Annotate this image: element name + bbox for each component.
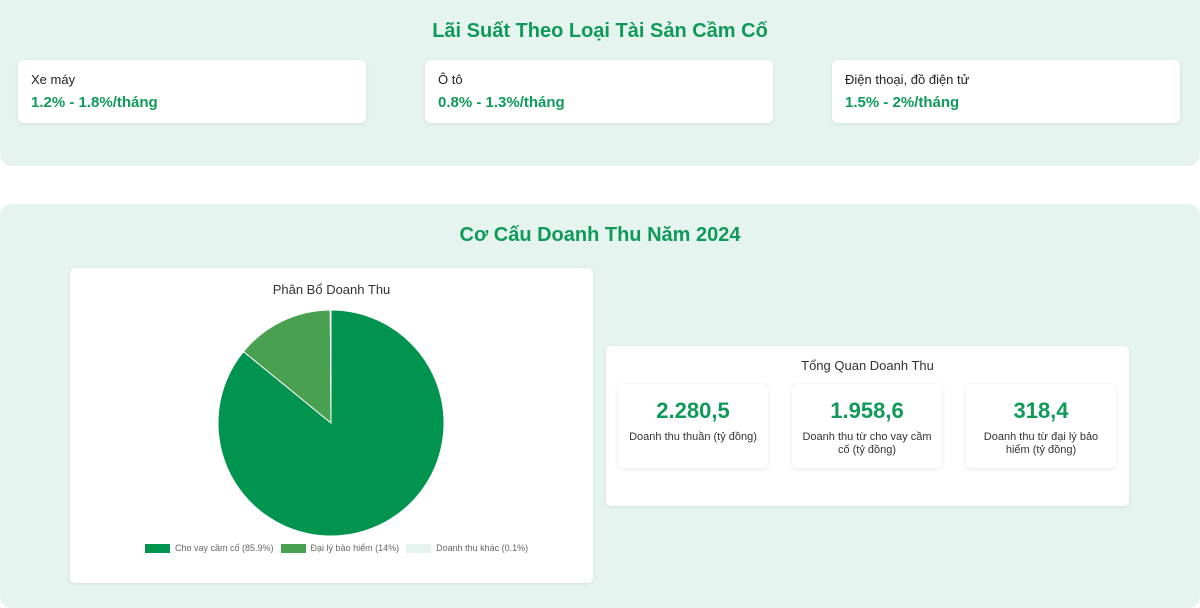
pie-slice-insurance[interactable] bbox=[242, 309, 332, 425]
legend-item-other[interactable]: Doanh thu khác (0.1%) bbox=[406, 543, 528, 553]
legend-label: Cho vay cầm cố (85.9%) bbox=[175, 543, 274, 553]
rate-card-car: Ô tô 0.8% - 1.3%/tháng bbox=[425, 60, 773, 123]
metric-value: 1.958,6 bbox=[830, 398, 904, 423]
rate-card-rate: 1.2% - 1.8%/tháng bbox=[31, 94, 158, 111]
legend-item-pawn-loans[interactable]: Cho vay cầm cố (85.9%) bbox=[145, 543, 274, 553]
rate-card-rate: 1.5% - 2%/tháng bbox=[845, 94, 960, 111]
rate-card-motorbike: Xe máy 1.2% - 1.8%/tháng bbox=[18, 60, 366, 123]
metric-value: 2.280,5 bbox=[656, 398, 730, 423]
rate-card-asset: Điện thoại, đồ điện tử bbox=[845, 72, 970, 87]
metric-value: 318,4 bbox=[1013, 398, 1069, 423]
revenue-structure-title: Cơ Cấu Doanh Thu Năm 2024 bbox=[459, 224, 741, 246]
legend-swatch bbox=[280, 543, 306, 553]
metric-label: Doanh thu thuần (tỷ đồng) bbox=[629, 431, 757, 443]
metric-net-revenue: 2.280,5 Doanh thu thuần (tỷ đồng) bbox=[618, 384, 768, 468]
legend-label: Đại lý bảo hiểm (14%) bbox=[310, 543, 400, 553]
interest-rates-title: Lãi Suất Theo Loại Tài Sản Cầm Cố bbox=[432, 20, 768, 42]
rate-card-asset: Xe máy bbox=[31, 72, 76, 87]
revenue-pie-chart bbox=[217, 309, 445, 537]
metric-label: Doanh thu từ đại lý bảo hiểm (tỷ đồng) bbox=[983, 431, 1099, 456]
revenue-overview-title: Tổng Quan Doanh Thu bbox=[801, 358, 934, 373]
legend-item-insurance[interactable]: Đại lý bảo hiểm (14%) bbox=[280, 543, 400, 553]
metric-label: Doanh thu từ cho vay cầm cố (tỷ đồng) bbox=[802, 431, 932, 456]
legend-label: Doanh thu khác (0.1%) bbox=[436, 543, 529, 553]
revenue-overview-card: Tổng Quan Doanh Thu 2.280,5 Doanh thu th… bbox=[606, 346, 1129, 506]
rate-card-asset: Ô tô bbox=[438, 72, 463, 87]
rate-card-rate: 0.8% - 1.3%/tháng bbox=[438, 94, 565, 111]
legend-swatch bbox=[406, 543, 432, 553]
metric-pawn-loan-revenue: 1.958,6 Doanh thu từ cho vay cầm cố (tỷ … bbox=[792, 384, 942, 468]
pie-slice-other[interactable] bbox=[329, 309, 332, 424]
revenue-pie-chart-card: Phân Bổ Doanh Thu Cho vay cầm cố (85.9%)… bbox=[70, 268, 593, 583]
metric-insurance-revenue: 318,4 Doanh thu từ đại lý bảo hiểm (tỷ đ… bbox=[966, 384, 1116, 468]
chart-title: Phân Bổ Doanh Thu bbox=[272, 282, 391, 297]
rate-card-electronics: Điện thoại, đồ điện tử 1.5% - 2%/tháng bbox=[832, 60, 1180, 123]
chart-legend: Cho vay cầm cố (85.9%) Đại lý bảo hiểm (… bbox=[145, 543, 535, 553]
legend-swatch bbox=[145, 543, 170, 553]
